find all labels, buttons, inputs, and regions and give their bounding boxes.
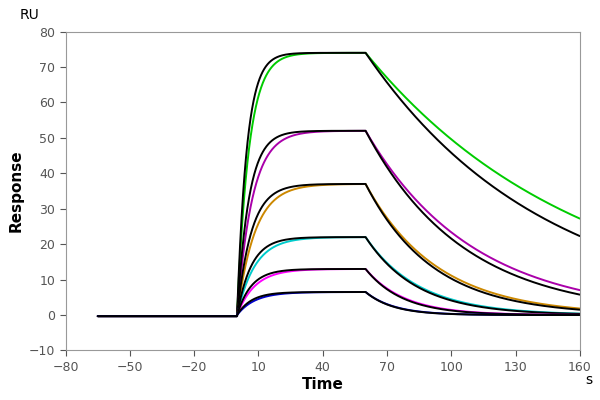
- Text: s: s: [585, 373, 592, 387]
- X-axis label: Time: Time: [302, 377, 344, 392]
- Text: RU: RU: [19, 8, 39, 22]
- Y-axis label: Response: Response: [8, 150, 23, 232]
